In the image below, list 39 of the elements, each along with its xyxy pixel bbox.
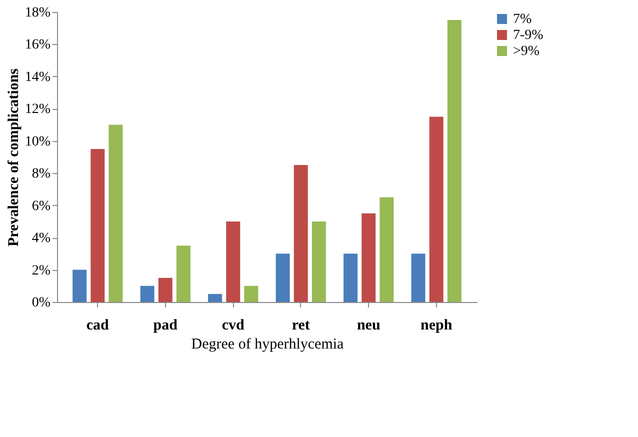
y-tick-label: 18%: [24, 6, 51, 20]
bar: [140, 286, 154, 302]
bar: [208, 294, 222, 302]
bar: [158, 278, 172, 302]
bar: [380, 197, 394, 302]
x-tick-label: neu: [356, 318, 380, 334]
y-tick-label: 12%: [24, 102, 51, 118]
legend-label: 7%: [513, 12, 532, 27]
x-axis-title: Degree of hyperhlycemia: [191, 336, 344, 352]
y-tick-label: 16%: [24, 38, 51, 53]
bar: [294, 165, 308, 302]
bar: [176, 246, 190, 302]
y-tick-label: 8%: [32, 166, 51, 182]
bar: [226, 221, 240, 302]
bar: [108, 124, 123, 302]
x-tick-label: pad: [153, 318, 178, 334]
bar: [429, 116, 444, 302]
y-tick-label: 0%: [32, 296, 51, 310]
bar: [72, 270, 87, 302]
y-tick-label: 4%: [32, 231, 51, 246]
y-tick-label: 6%: [32, 198, 51, 214]
bar: [90, 148, 105, 302]
bar: [244, 286, 258, 302]
y-tick-label: 14%: [24, 70, 51, 85]
y-tick-label: 2%: [32, 263, 51, 278]
y-axis-title: Prevalence of complications: [6, 68, 22, 247]
bar: [312, 221, 326, 302]
y-tick-label: 10%: [24, 134, 51, 150]
x-tick-label: cad: [86, 318, 110, 334]
legend-label: 7-9%: [513, 28, 544, 43]
bar: [276, 254, 290, 302]
bar: [362, 213, 376, 302]
bar: [447, 20, 462, 302]
legend-label: >9%: [513, 44, 540, 59]
bar: [344, 254, 358, 302]
x-tick-label: neph: [420, 318, 453, 334]
bar: [411, 254, 426, 302]
x-tick-label: cvd: [222, 318, 246, 334]
x-tick-label: ret: [292, 318, 310, 334]
